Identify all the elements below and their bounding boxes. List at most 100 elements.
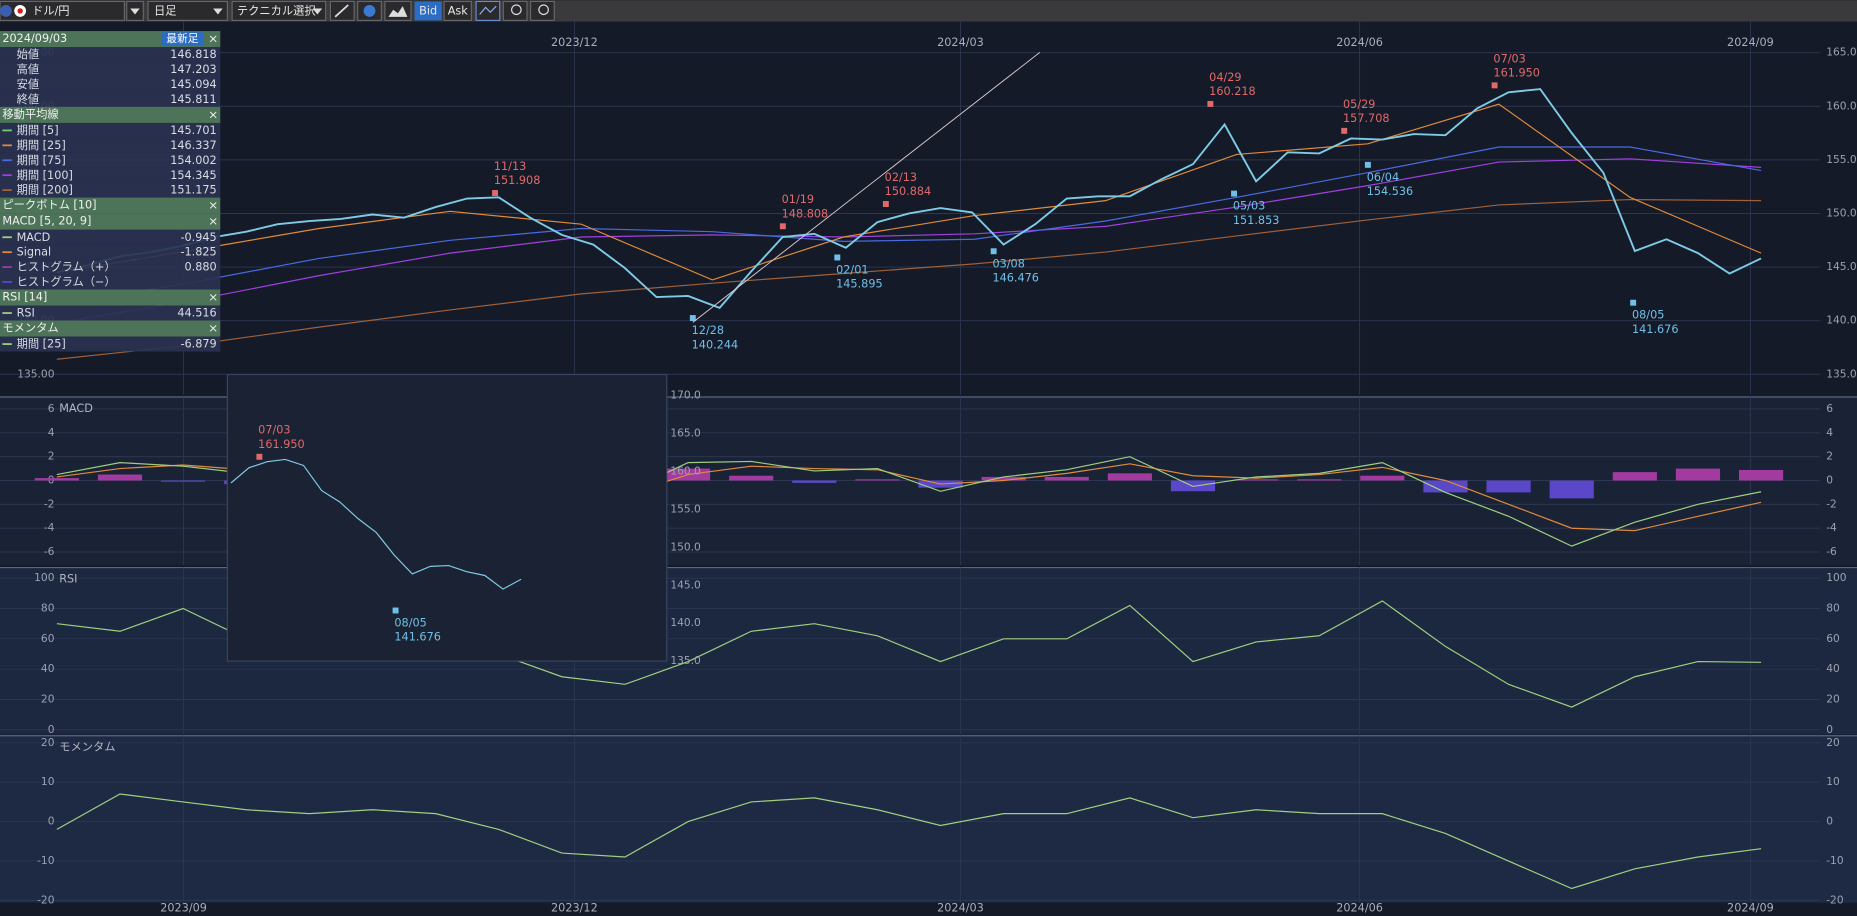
row-value: -1.825 bbox=[180, 246, 216, 259]
time-label: 2024/06 bbox=[1336, 36, 1383, 49]
y-tick-label: 0 bbox=[48, 723, 55, 736]
dropdown-arrow bbox=[213, 8, 223, 15]
bottom-marker bbox=[834, 254, 841, 261]
close-icon[interactable]: × bbox=[208, 198, 218, 212]
annotation-value: 161.950 bbox=[258, 438, 305, 451]
panel-row bbox=[0, 274, 221, 290]
histogram-bar bbox=[981, 476, 1026, 481]
histogram-bar bbox=[34, 478, 79, 481]
badge-bg bbox=[161, 32, 204, 46]
row-value: 145.094 bbox=[170, 78, 217, 91]
section-title: 移動平均線 bbox=[2, 107, 58, 121]
y-tick-label: 10 bbox=[1826, 775, 1840, 788]
histogram-bar bbox=[97, 474, 143, 481]
y-tick-label: 2 bbox=[48, 450, 55, 463]
panel-date: 2024/09/03 bbox=[2, 32, 67, 45]
series-line bbox=[56, 103, 1762, 281]
bid-button[interactable] bbox=[414, 1, 442, 21]
row-label: 期間 [25] bbox=[17, 139, 66, 152]
zoom-in-icon bbox=[538, 4, 549, 16]
y-tick-label: 155.0 bbox=[670, 502, 701, 515]
y-tick-label: -6 bbox=[1826, 545, 1837, 558]
pair-select[interactable] bbox=[0, 0, 125, 21]
peak-marker bbox=[1207, 100, 1214, 107]
series-line bbox=[56, 88, 1762, 309]
compare-button[interactable] bbox=[475, 0, 501, 21]
y-tick-label: -6 bbox=[44, 545, 55, 558]
series-line bbox=[230, 458, 522, 590]
close-icon[interactable]: × bbox=[208, 214, 218, 228]
row-value: 147.203 bbox=[170, 63, 217, 76]
row-label: 安値 bbox=[17, 78, 40, 91]
zoom-out-button[interactable] bbox=[502, 0, 528, 21]
y-tick-label: 40 bbox=[1826, 662, 1840, 675]
bottom-marker bbox=[392, 607, 399, 614]
bottom-marker bbox=[990, 248, 997, 255]
panel-row bbox=[0, 229, 221, 245]
panel-row bbox=[0, 122, 221, 138]
info-icon bbox=[363, 5, 376, 17]
annotation-value: 151.853 bbox=[1233, 214, 1280, 227]
y-tick-label: 0 bbox=[48, 815, 55, 828]
chart-type-button[interactable] bbox=[384, 0, 412, 21]
y-tick-label: 165.00 bbox=[1826, 46, 1857, 59]
bottom-marker bbox=[1364, 161, 1371, 168]
close-icon[interactable]: × bbox=[208, 321, 218, 335]
panel-row bbox=[0, 259, 221, 275]
panes: 165.00165.00160.00160.00155.00155.00150.… bbox=[0, 21, 1857, 915]
bottom-marker bbox=[1630, 299, 1637, 306]
y-tick-label: 6 bbox=[1826, 402, 1833, 415]
panel-row bbox=[0, 336, 221, 352]
row-label: 期間 [25] bbox=[17, 338, 66, 351]
histogram-bar bbox=[1675, 468, 1721, 481]
histogram-bar bbox=[1612, 472, 1657, 481]
histogram-bar bbox=[1107, 473, 1152, 481]
annotation-date: 05/29 bbox=[1343, 98, 1375, 111]
annotation-value: 150.884 bbox=[885, 185, 932, 198]
pen-icon bbox=[334, 4, 349, 18]
series-line bbox=[56, 198, 1762, 360]
pane-title: MACD bbox=[59, 402, 93, 415]
bottom-marker bbox=[1231, 190, 1238, 197]
y-tick-label: -20 bbox=[1826, 893, 1844, 906]
y-tick-label: -10 bbox=[1826, 854, 1844, 867]
compare-icon bbox=[479, 5, 497, 15]
row-value: 154.345 bbox=[170, 169, 217, 182]
y-tick-label: 60 bbox=[1826, 632, 1840, 645]
ask-button[interactable] bbox=[443, 0, 472, 21]
annotation-value: 148.808 bbox=[782, 207, 829, 220]
y-tick-label: 145.0 bbox=[670, 578, 701, 591]
annotation-value: 145.895 bbox=[836, 278, 883, 291]
pane-title: モメンタム bbox=[59, 741, 115, 754]
annotation-date: 08/05 bbox=[394, 617, 426, 630]
peak-marker bbox=[1341, 127, 1348, 134]
technical-select[interactable] bbox=[231, 0, 327, 21]
y-tick-label: 4 bbox=[1826, 426, 1833, 439]
row-label: 終値 bbox=[17, 93, 40, 106]
timeframe-select[interactable] bbox=[147, 0, 228, 21]
annotation-date: 05/03 bbox=[1233, 200, 1265, 213]
close-icon[interactable]: × bbox=[208, 107, 218, 121]
annotation-date: 11/13 bbox=[494, 160, 526, 173]
zoom-in-button[interactable] bbox=[529, 0, 555, 21]
row-label: 高値 bbox=[17, 63, 40, 76]
annotation-date: 04/29 bbox=[1209, 71, 1241, 84]
row-value: 146.337 bbox=[170, 139, 217, 152]
annotation-value: 140.244 bbox=[692, 338, 739, 351]
y-tick-label: 2 bbox=[1826, 450, 1833, 463]
preview-popup: 170.0 165.0 160.0 155.0 150.0 145.0 140.0 135.0… bbox=[226, 373, 701, 667]
row-label: 始値 bbox=[17, 47, 40, 61]
row-value: 154.002 bbox=[170, 154, 217, 167]
section-header bbox=[0, 213, 221, 230]
close-icon[interactable]: × bbox=[208, 290, 218, 304]
time-label: 2024/09 bbox=[1727, 902, 1774, 915]
pane-title: RSI bbox=[59, 572, 77, 585]
histogram-bar bbox=[160, 480, 206, 482]
panel-row bbox=[0, 47, 221, 63]
close-icon[interactable]: × bbox=[208, 32, 218, 46]
histogram-bar bbox=[1044, 476, 1089, 481]
row-label: RSI bbox=[17, 307, 35, 320]
series-line bbox=[56, 793, 1762, 890]
row-label: ヒストグラム（+） bbox=[17, 260, 116, 274]
